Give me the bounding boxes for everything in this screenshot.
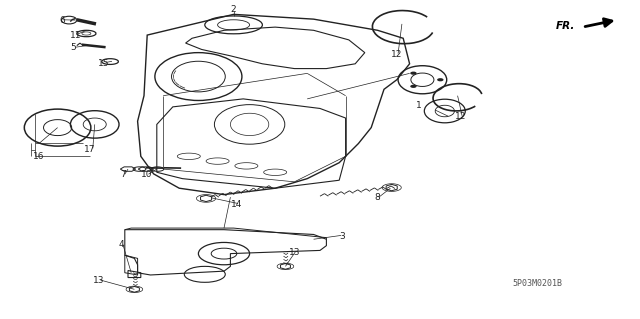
Text: FR.: FR. [556, 21, 575, 31]
Text: 8: 8 [375, 193, 380, 202]
Text: 6: 6 [60, 16, 65, 25]
Text: 11: 11 [70, 31, 81, 40]
Text: 4: 4 [119, 241, 124, 249]
Text: 15: 15 [98, 59, 109, 68]
Text: 12: 12 [391, 50, 403, 59]
Text: 16: 16 [33, 152, 44, 161]
Text: 1: 1 [417, 101, 422, 110]
Text: 10: 10 [141, 170, 153, 179]
Circle shape [410, 71, 417, 75]
Text: 3: 3 [340, 232, 345, 241]
Circle shape [437, 78, 444, 81]
Text: 17: 17 [84, 145, 95, 154]
Text: 5: 5 [71, 43, 76, 52]
Circle shape [410, 85, 417, 88]
Text: 13: 13 [93, 276, 105, 285]
Text: 14: 14 [231, 200, 243, 209]
Text: 12: 12 [455, 112, 467, 121]
Text: 7: 7 [121, 170, 126, 179]
Text: 13: 13 [289, 248, 300, 256]
Text: 2: 2 [231, 5, 236, 14]
Text: 5P03M0201B: 5P03M0201B [513, 279, 563, 288]
